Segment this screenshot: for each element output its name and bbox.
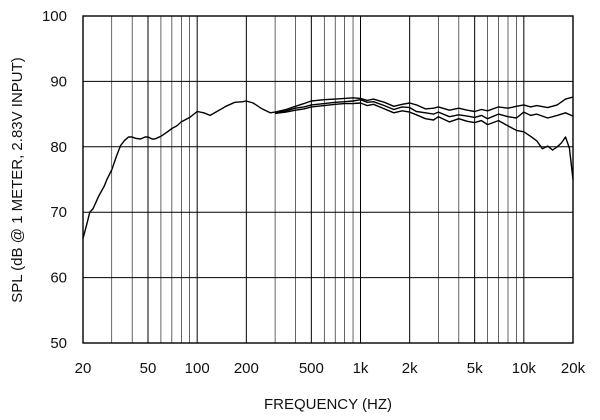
x-tick-label-6: 2k [402, 360, 418, 377]
y-tick-label-1: 60 [50, 270, 67, 287]
response-curves [82, 96, 574, 239]
response-curve-1 [82, 96, 574, 239]
x-tick-label-0: 20 [75, 360, 92, 377]
response-curve-3 [275, 102, 574, 180]
plot-frame [82, 15, 574, 344]
y-tick-label-4: 90 [50, 73, 67, 90]
response-curve-2 [274, 98, 574, 120]
x-tick-label-5: 1k [353, 360, 369, 377]
x-axis-ticks: 20 50 100 200 500 1k 2k 5k 10k 20k [75, 360, 586, 377]
x-axis-label: FREQUENCY (HZ) [264, 396, 392, 413]
y-axis-ticks: 50 60 70 80 90 100 [42, 8, 67, 352]
x-tick-label-3: 200 [234, 360, 259, 377]
major-grid [82, 15, 574, 344]
y-tick-label-5: 100 [42, 8, 67, 25]
x-tick-label-7: 5k [467, 360, 483, 377]
x-tick-label-9: 20k [561, 360, 586, 377]
y-tick-label-0: 50 [50, 335, 67, 352]
y-tick-label-2: 70 [50, 204, 67, 221]
x-tick-label-1: 50 [140, 360, 157, 377]
y-axis-label: SPL (dB @ 1 METER, 2.83V INPUT) [9, 57, 26, 303]
y-tick-label-3: 80 [50, 139, 67, 156]
minor-grid [111, 16, 517, 343]
x-tick-label-8: 10k [512, 360, 537, 377]
x-tick-label-4: 500 [299, 360, 324, 377]
x-tick-label-2: 100 [185, 360, 210, 377]
